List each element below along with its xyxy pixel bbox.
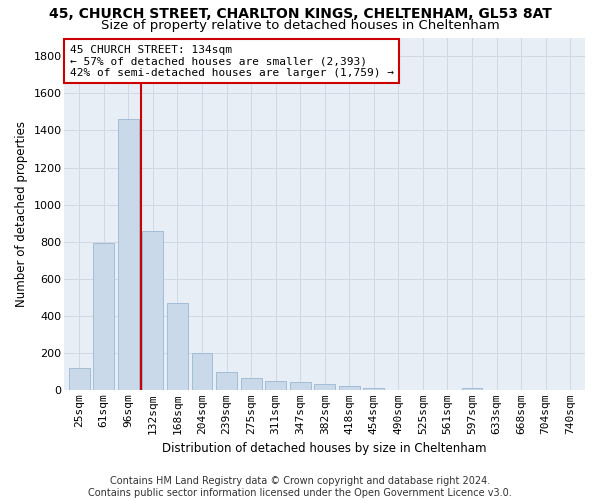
Bar <box>191 353 212 391</box>
Text: Contains HM Land Registry data © Crown copyright and database right 2024.
Contai: Contains HM Land Registry data © Crown c… <box>88 476 512 498</box>
Bar <box>94 242 114 390</box>
Bar <box>241 378 262 390</box>
Bar <box>69 368 89 390</box>
Bar <box>314 384 335 390</box>
Bar <box>167 303 188 390</box>
Bar <box>265 381 286 390</box>
Bar <box>290 382 311 390</box>
Bar <box>142 230 163 390</box>
X-axis label: Distribution of detached houses by size in Cheltenham: Distribution of detached houses by size … <box>163 442 487 455</box>
Bar <box>364 388 384 390</box>
Bar <box>216 372 237 390</box>
Bar <box>461 388 482 390</box>
Text: Size of property relative to detached houses in Cheltenham: Size of property relative to detached ho… <box>101 18 499 32</box>
Bar <box>339 386 360 390</box>
Y-axis label: Number of detached properties: Number of detached properties <box>15 121 28 307</box>
Bar <box>118 119 139 390</box>
Text: 45 CHURCH STREET: 134sqm
← 57% of detached houses are smaller (2,393)
42% of sem: 45 CHURCH STREET: 134sqm ← 57% of detach… <box>70 44 394 78</box>
Text: 45, CHURCH STREET, CHARLTON KINGS, CHELTENHAM, GL53 8AT: 45, CHURCH STREET, CHARLTON KINGS, CHELT… <box>49 8 551 22</box>
